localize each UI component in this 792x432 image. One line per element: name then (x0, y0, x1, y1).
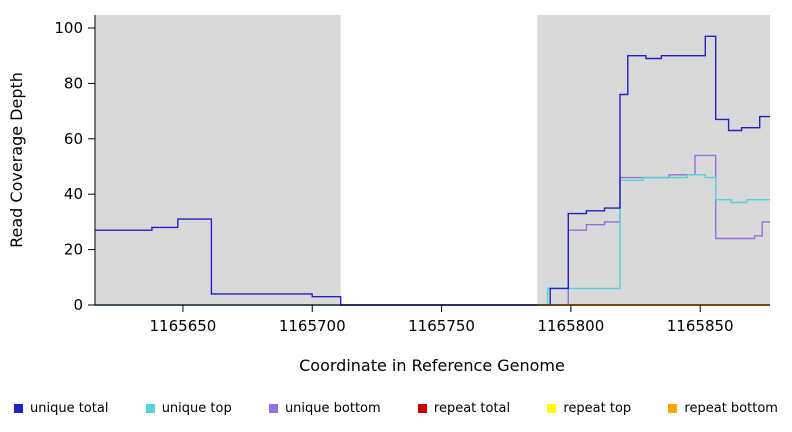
legend-label: unique total (30, 400, 109, 416)
y-tick-label: 20 (64, 241, 83, 259)
legend-item-repeat-total: repeat total (417, 400, 511, 416)
legend-label: unique top (161, 400, 232, 416)
y-tick-label: 80 (64, 74, 83, 92)
y-tick-label: 40 (64, 185, 83, 203)
legend-item-repeat-top: repeat top (547, 401, 631, 416)
x-tick-label: 1165800 (537, 317, 604, 335)
y-tick-label: 60 (64, 130, 83, 148)
y-tick-label: 100 (54, 19, 83, 37)
x-tick-label: 1165850 (667, 317, 734, 335)
y-tick-label: 0 (73, 296, 83, 314)
legend-swatch (668, 403, 678, 413)
x-tick-label: 1165700 (279, 317, 346, 335)
legend: unique total unique top unique bottom repea… (0, 392, 792, 424)
legend-item-unique-top: unique top (145, 400, 232, 416)
coverage-chart: 1165650 1165700 1165750 1165800 1165850 0 20 40… (7, 15, 770, 375)
shaded-region (95, 15, 341, 305)
legend-label: repeat top (563, 400, 632, 416)
legend-swatch (547, 403, 557, 413)
legend-label: repeat bottom (684, 400, 778, 416)
series-line-unique-top (95, 174, 770, 306)
legend-item-unique-bottom: unique bottom (268, 400, 381, 416)
legend-item-unique-total: unique total (14, 401, 108, 416)
axes: 1165650 1165700 1165750 1165800 1165850 0 20 40… (54, 15, 770, 335)
y-axis-label: Read Coverage Depth (7, 72, 26, 248)
shaded-region (537, 15, 770, 305)
legend-label: repeat total (433, 400, 511, 416)
legend-swatch (268, 403, 278, 413)
shaded-regions (95, 15, 770, 305)
x-axis-label: Coordinate in Reference Genome (299, 356, 565, 375)
legend-swatch (417, 403, 427, 413)
legend-item-repeat-bottom: repeat bottom (668, 401, 778, 416)
legend-swatch (145, 403, 155, 413)
legend-label: unique bottom (284, 400, 381, 416)
x-tick-label: 1165650 (150, 317, 217, 335)
x-tick-label: 1165750 (408, 317, 475, 335)
series-line-unique-bottom (95, 154, 770, 306)
legend-swatch (14, 403, 23, 413)
series-line-unique-total (95, 35, 770, 306)
